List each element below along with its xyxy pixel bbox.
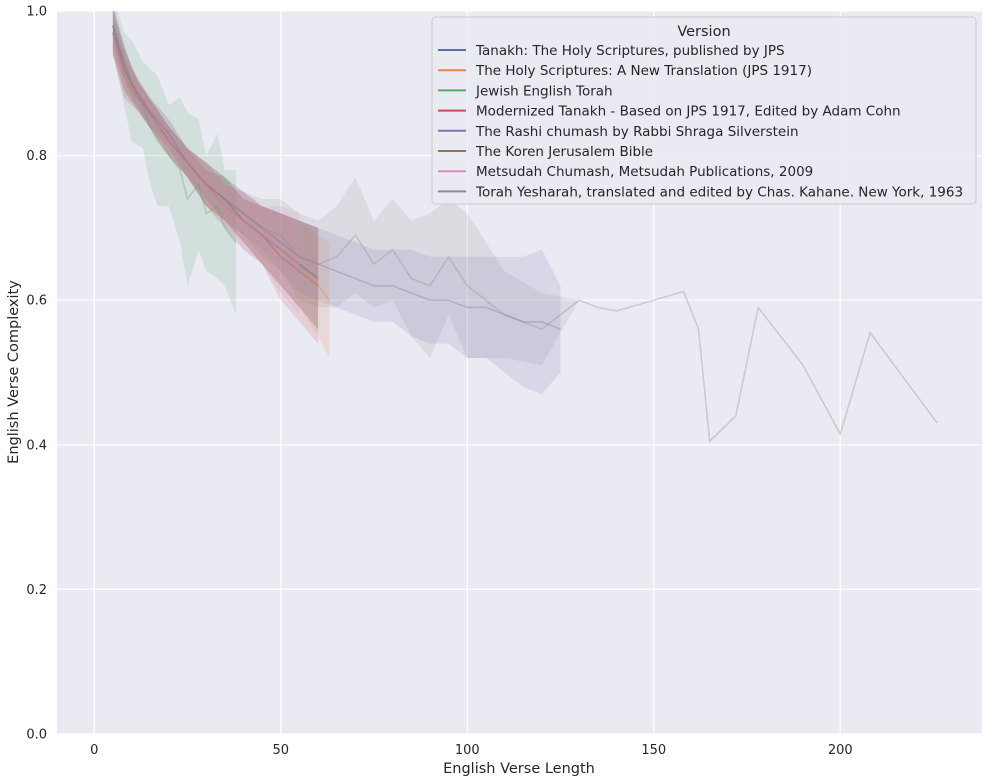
legend-title: Version xyxy=(677,24,730,40)
y-tick-label: 1.0 xyxy=(26,5,47,20)
y-tick-label: 0.0 xyxy=(26,728,47,743)
series-band-1 xyxy=(112,11,330,358)
y-tick-label: 0.8 xyxy=(26,149,47,164)
series-layer xyxy=(112,11,938,443)
series-line-5 xyxy=(112,32,319,280)
legend-entry-label: The Rashi chumash by Rabbi Shraga Silver… xyxy=(475,124,799,140)
x-tick-label: 150 xyxy=(641,743,666,758)
y-tick-label: 0.4 xyxy=(26,438,47,453)
legend-entry-label: Torah Yesharah, translated and edited by… xyxy=(475,184,963,200)
legend-entry-label: Jewish English Torah xyxy=(475,83,613,99)
x-tick-label: 50 xyxy=(273,743,290,758)
series-band-3 xyxy=(112,11,319,344)
legend-items: Tanakh: The Holy Scriptures, published b… xyxy=(438,43,963,200)
series-band-7 xyxy=(112,11,938,442)
series-line-2 xyxy=(112,25,237,243)
series-line-1 xyxy=(112,32,330,301)
series-line-3 xyxy=(112,32,319,287)
y-tick-label: 0.6 xyxy=(26,294,47,309)
series-line-6 xyxy=(112,32,300,265)
y-axis-label: English Verse Complexity xyxy=(6,280,22,464)
x-tick-label: 200 xyxy=(828,743,853,758)
x-axis-label: English Verse Length xyxy=(443,761,595,777)
series-band-6 xyxy=(112,11,300,315)
legend-entry-label: The Holy Scriptures: A New Translation (… xyxy=(475,63,812,79)
x-tick-label: 100 xyxy=(455,743,480,758)
legend-box xyxy=(431,16,977,205)
series-band-0 xyxy=(112,11,319,330)
x-tick-label: 0 xyxy=(90,743,98,758)
series-line-7 xyxy=(112,32,938,443)
legend-entry-label: Tanakh: The Holy Scriptures, published b… xyxy=(475,43,785,59)
legend-entry-label: The Koren Jerusalem Bible xyxy=(475,144,653,160)
series-line-4 xyxy=(112,25,561,330)
y-axis-ticks: 0.0 0.2 0.4 0.6 0.8 1.0 xyxy=(26,5,47,743)
x-axis-ticks: 0 50 100 150 200 xyxy=(90,743,853,758)
series-line-0 xyxy=(112,25,319,280)
series-band-4 xyxy=(112,11,561,395)
legend: Version Tanakh: The Holy Scriptures, pub… xyxy=(431,16,977,205)
legend-entry-label: Modernized Tanakh - Based on JPS 1917, E… xyxy=(476,104,901,120)
legend-entry-label: Metsudah Chumash, Metsudah Publications,… xyxy=(476,164,813,180)
series-band-5 xyxy=(112,11,319,330)
y-tick-label: 0.2 xyxy=(26,583,47,598)
series-band-2 xyxy=(112,11,236,315)
